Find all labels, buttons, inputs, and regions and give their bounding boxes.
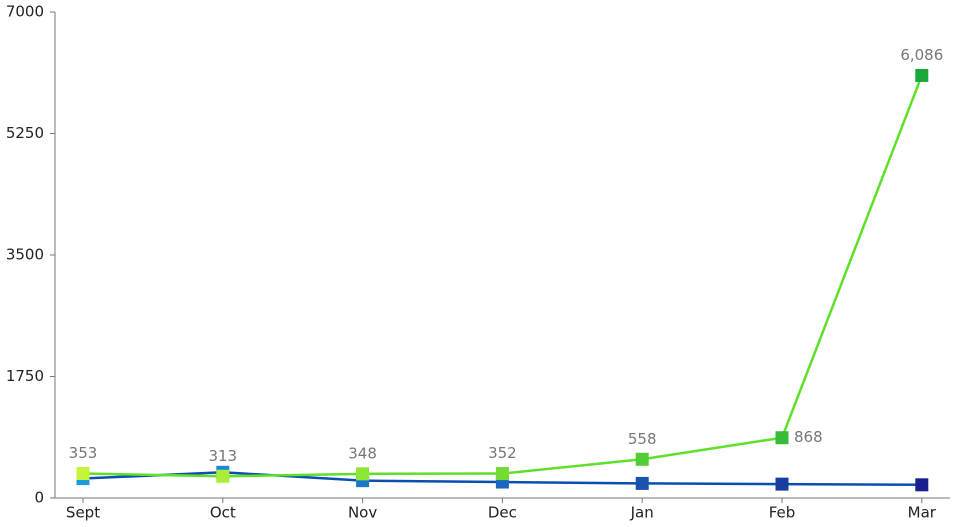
data-label: 558 — [628, 430, 657, 448]
data-label: 313 — [208, 447, 237, 465]
x-tick-label: Feb — [769, 504, 796, 522]
point-marker — [775, 431, 789, 445]
point-marker — [635, 476, 649, 490]
point-marker — [495, 467, 509, 481]
point-marker — [775, 477, 789, 491]
y-tick-label: 5250 — [6, 124, 44, 142]
data-label: 348 — [348, 444, 377, 462]
x-tick-label: Jan — [630, 504, 654, 522]
x-tick-label: Oct — [210, 504, 236, 522]
point-marker — [915, 478, 929, 492]
x-tick-label: Sept — [66, 504, 100, 522]
x-tick-label: Nov — [348, 504, 377, 522]
data-label: 352 — [488, 444, 517, 462]
y-tick-label: 3500 — [6, 246, 44, 264]
point-marker — [216, 469, 230, 483]
data-label: 868 — [794, 428, 823, 446]
x-tick-label: Dec — [488, 504, 517, 522]
point-marker — [635, 452, 649, 466]
point-marker — [76, 466, 90, 480]
point-marker — [915, 68, 929, 82]
series-line — [82, 75, 923, 478]
data-label: 353 — [69, 444, 98, 462]
y-tick-label: 0 — [34, 489, 44, 507]
point-marker — [356, 467, 370, 481]
data-label: 6,086 — [900, 46, 943, 64]
y-tick-label: 7000 — [6, 3, 44, 21]
y-tick-label: 1750 — [6, 367, 44, 385]
x-tick-label: Mar — [908, 504, 937, 522]
